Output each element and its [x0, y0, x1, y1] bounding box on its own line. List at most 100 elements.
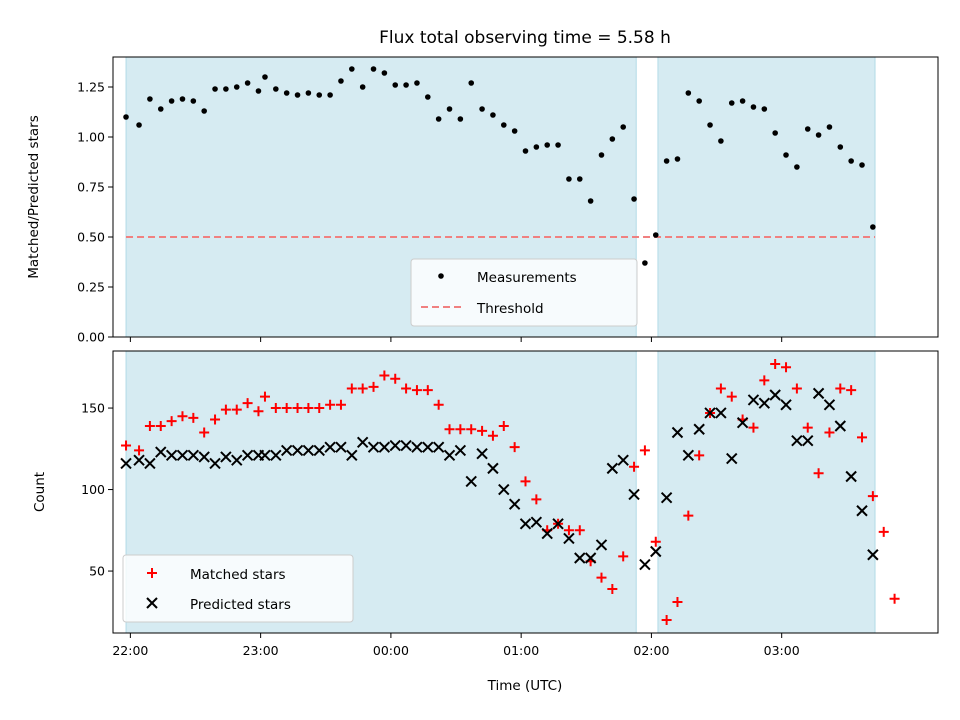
measurement-point	[631, 196, 637, 202]
matched-star-point	[379, 370, 390, 381]
predicted-star-point	[187, 449, 200, 462]
measurement-point	[468, 80, 475, 86]
predicted-star-point	[867, 549, 879, 561]
predicted-star-point	[454, 444, 467, 457]
predicted-star-point	[802, 434, 814, 447]
measurement-point	[349, 66, 355, 72]
x-tick-label: 23:00	[243, 643, 279, 658]
y-tick-label: 1.00	[77, 130, 105, 145]
legend-measurements-marker	[438, 273, 444, 279]
matched-star-point	[121, 440, 132, 451]
matched-star-point	[477, 425, 488, 436]
measurement-point	[457, 116, 464, 122]
measurement-point	[446, 106, 453, 112]
measurement-point	[859, 162, 865, 168]
measurement-point	[576, 176, 583, 182]
observing-window-band-2	[657, 56, 876, 338]
measurement-point	[201, 108, 207, 114]
predicted-star-point	[291, 444, 304, 457]
matched-stars-points	[121, 359, 900, 625]
matched-star-point	[466, 424, 477, 435]
measurement-point	[794, 164, 800, 170]
predicted-star-point	[198, 451, 210, 463]
predicted-star-point	[791, 434, 803, 447]
matched-star-point	[531, 494, 542, 505]
matched-star-point	[231, 404, 242, 415]
top-plot-frame	[112, 56, 939, 338]
predicted-star-point	[220, 451, 232, 463]
predicted-star-point	[144, 457, 156, 470]
measurement-point	[674, 156, 681, 162]
measurement-point	[305, 90, 312, 96]
x-tick-label: 01:00	[503, 643, 539, 658]
measurement-point	[739, 98, 746, 104]
y-tick-label: 0.25	[77, 280, 105, 295]
x-tick-label: 02:00	[633, 643, 669, 658]
predicted-star-point	[628, 488, 640, 501]
predicted-star-point	[487, 462, 499, 475]
predicted-star-point	[671, 426, 684, 439]
measurement-point	[522, 148, 529, 154]
bottom-x-ticks: 22:00 23:00 00:00 01:00 02:00 03:00	[112, 633, 800, 658]
measurement-point	[804, 126, 811, 132]
measurement-point	[338, 78, 344, 84]
matched-star-point	[411, 385, 422, 396]
measurement-point	[136, 122, 142, 128]
matched-star-point	[210, 414, 221, 425]
measurement-point	[381, 70, 388, 76]
measurement-point	[233, 84, 240, 90]
predicted-star-point	[411, 441, 423, 453]
predicted-star-point	[812, 387, 825, 400]
y-tick-label: 0.00	[77, 330, 105, 345]
y-tick-label: 0.75	[77, 180, 105, 195]
predicted-star-point	[443, 449, 456, 462]
measurement-point	[870, 224, 876, 230]
matched-star-point	[401, 383, 412, 394]
predicted-star-point	[834, 420, 847, 432]
predicted-star-point	[508, 498, 521, 510]
measurement-point	[212, 86, 218, 92]
matched-star-point	[694, 450, 705, 461]
measurement-point	[157, 106, 164, 112]
matched-star-point	[155, 420, 166, 431]
predicted-star-point	[606, 462, 619, 475]
predicted-star-point	[856, 505, 868, 517]
y-tick-label: 150	[81, 401, 105, 416]
legend-matched-label: Matched stars	[190, 567, 286, 583]
measurement-point	[663, 158, 670, 164]
matched-star-point	[177, 411, 188, 422]
matched-star-point	[835, 383, 846, 394]
matched-star-point	[357, 383, 368, 394]
predicted-star-point	[241, 449, 254, 462]
predicted-star-point	[584, 552, 597, 564]
measurement-point	[533, 144, 540, 150]
matched-star-point	[672, 597, 683, 608]
measurement-point	[500, 122, 507, 128]
measurement-point	[642, 260, 648, 266]
measurement-point	[837, 144, 844, 150]
matched-star-point	[134, 445, 145, 456]
predicted-star-point	[845, 470, 857, 483]
measurement-point	[223, 86, 229, 92]
matched-star-point	[759, 375, 770, 386]
measurement-point	[696, 98, 702, 104]
measurement-point	[294, 92, 301, 98]
predicted-star-point	[639, 558, 651, 571]
top-x-ticks	[129, 337, 783, 342]
matched-star-point	[390, 373, 401, 384]
measurements-points	[123, 66, 876, 266]
matched-star-point	[199, 427, 210, 438]
predicted-star-point	[541, 527, 553, 540]
predicted-star-point	[313, 444, 325, 457]
matched-star-point	[629, 461, 640, 472]
x-tick-label: 22:00	[112, 643, 148, 658]
matched-star-point	[368, 381, 379, 392]
top-y-axis-label: Matched/Predicted stars	[26, 115, 42, 278]
matched-star-point	[618, 551, 629, 562]
measurement-point	[750, 104, 757, 110]
matched-star-point	[520, 476, 531, 487]
matched-star-point	[346, 383, 357, 394]
measurement-point	[392, 82, 399, 88]
matched-star-point	[889, 593, 900, 604]
